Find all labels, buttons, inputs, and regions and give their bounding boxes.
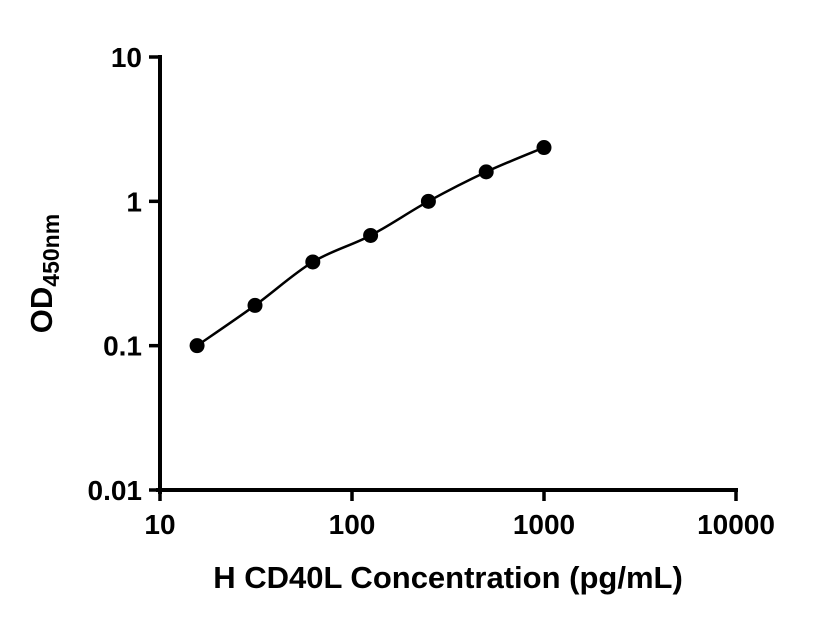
x-tick-label: 100 — [329, 509, 376, 540]
y-axis-title-main: OD — [24, 287, 59, 334]
y-tick-label: 0.01 — [88, 475, 143, 506]
data-point — [420, 193, 436, 209]
y-tick-label: 10 — [111, 42, 142, 73]
data-point — [305, 254, 321, 270]
x-tick-label: 10 — [144, 509, 175, 540]
data-point — [478, 164, 494, 180]
x-tick-label: 1000 — [513, 509, 575, 540]
data-point — [363, 227, 379, 243]
y-axis-title: OD450nm — [24, 214, 64, 333]
y-tick-label: 0.1 — [103, 331, 142, 362]
x-tick-label: 10000 — [697, 509, 775, 540]
y-axis-title-subscript: 450nm — [38, 214, 64, 287]
y-tick-label: 1 — [126, 186, 142, 217]
data-point — [247, 297, 263, 313]
data-point — [536, 140, 552, 156]
data-point — [189, 338, 205, 354]
standard-curve-line — [196, 146, 545, 347]
x-axis-title: H CD40L Concentration (pg/mL) — [213, 560, 683, 595]
